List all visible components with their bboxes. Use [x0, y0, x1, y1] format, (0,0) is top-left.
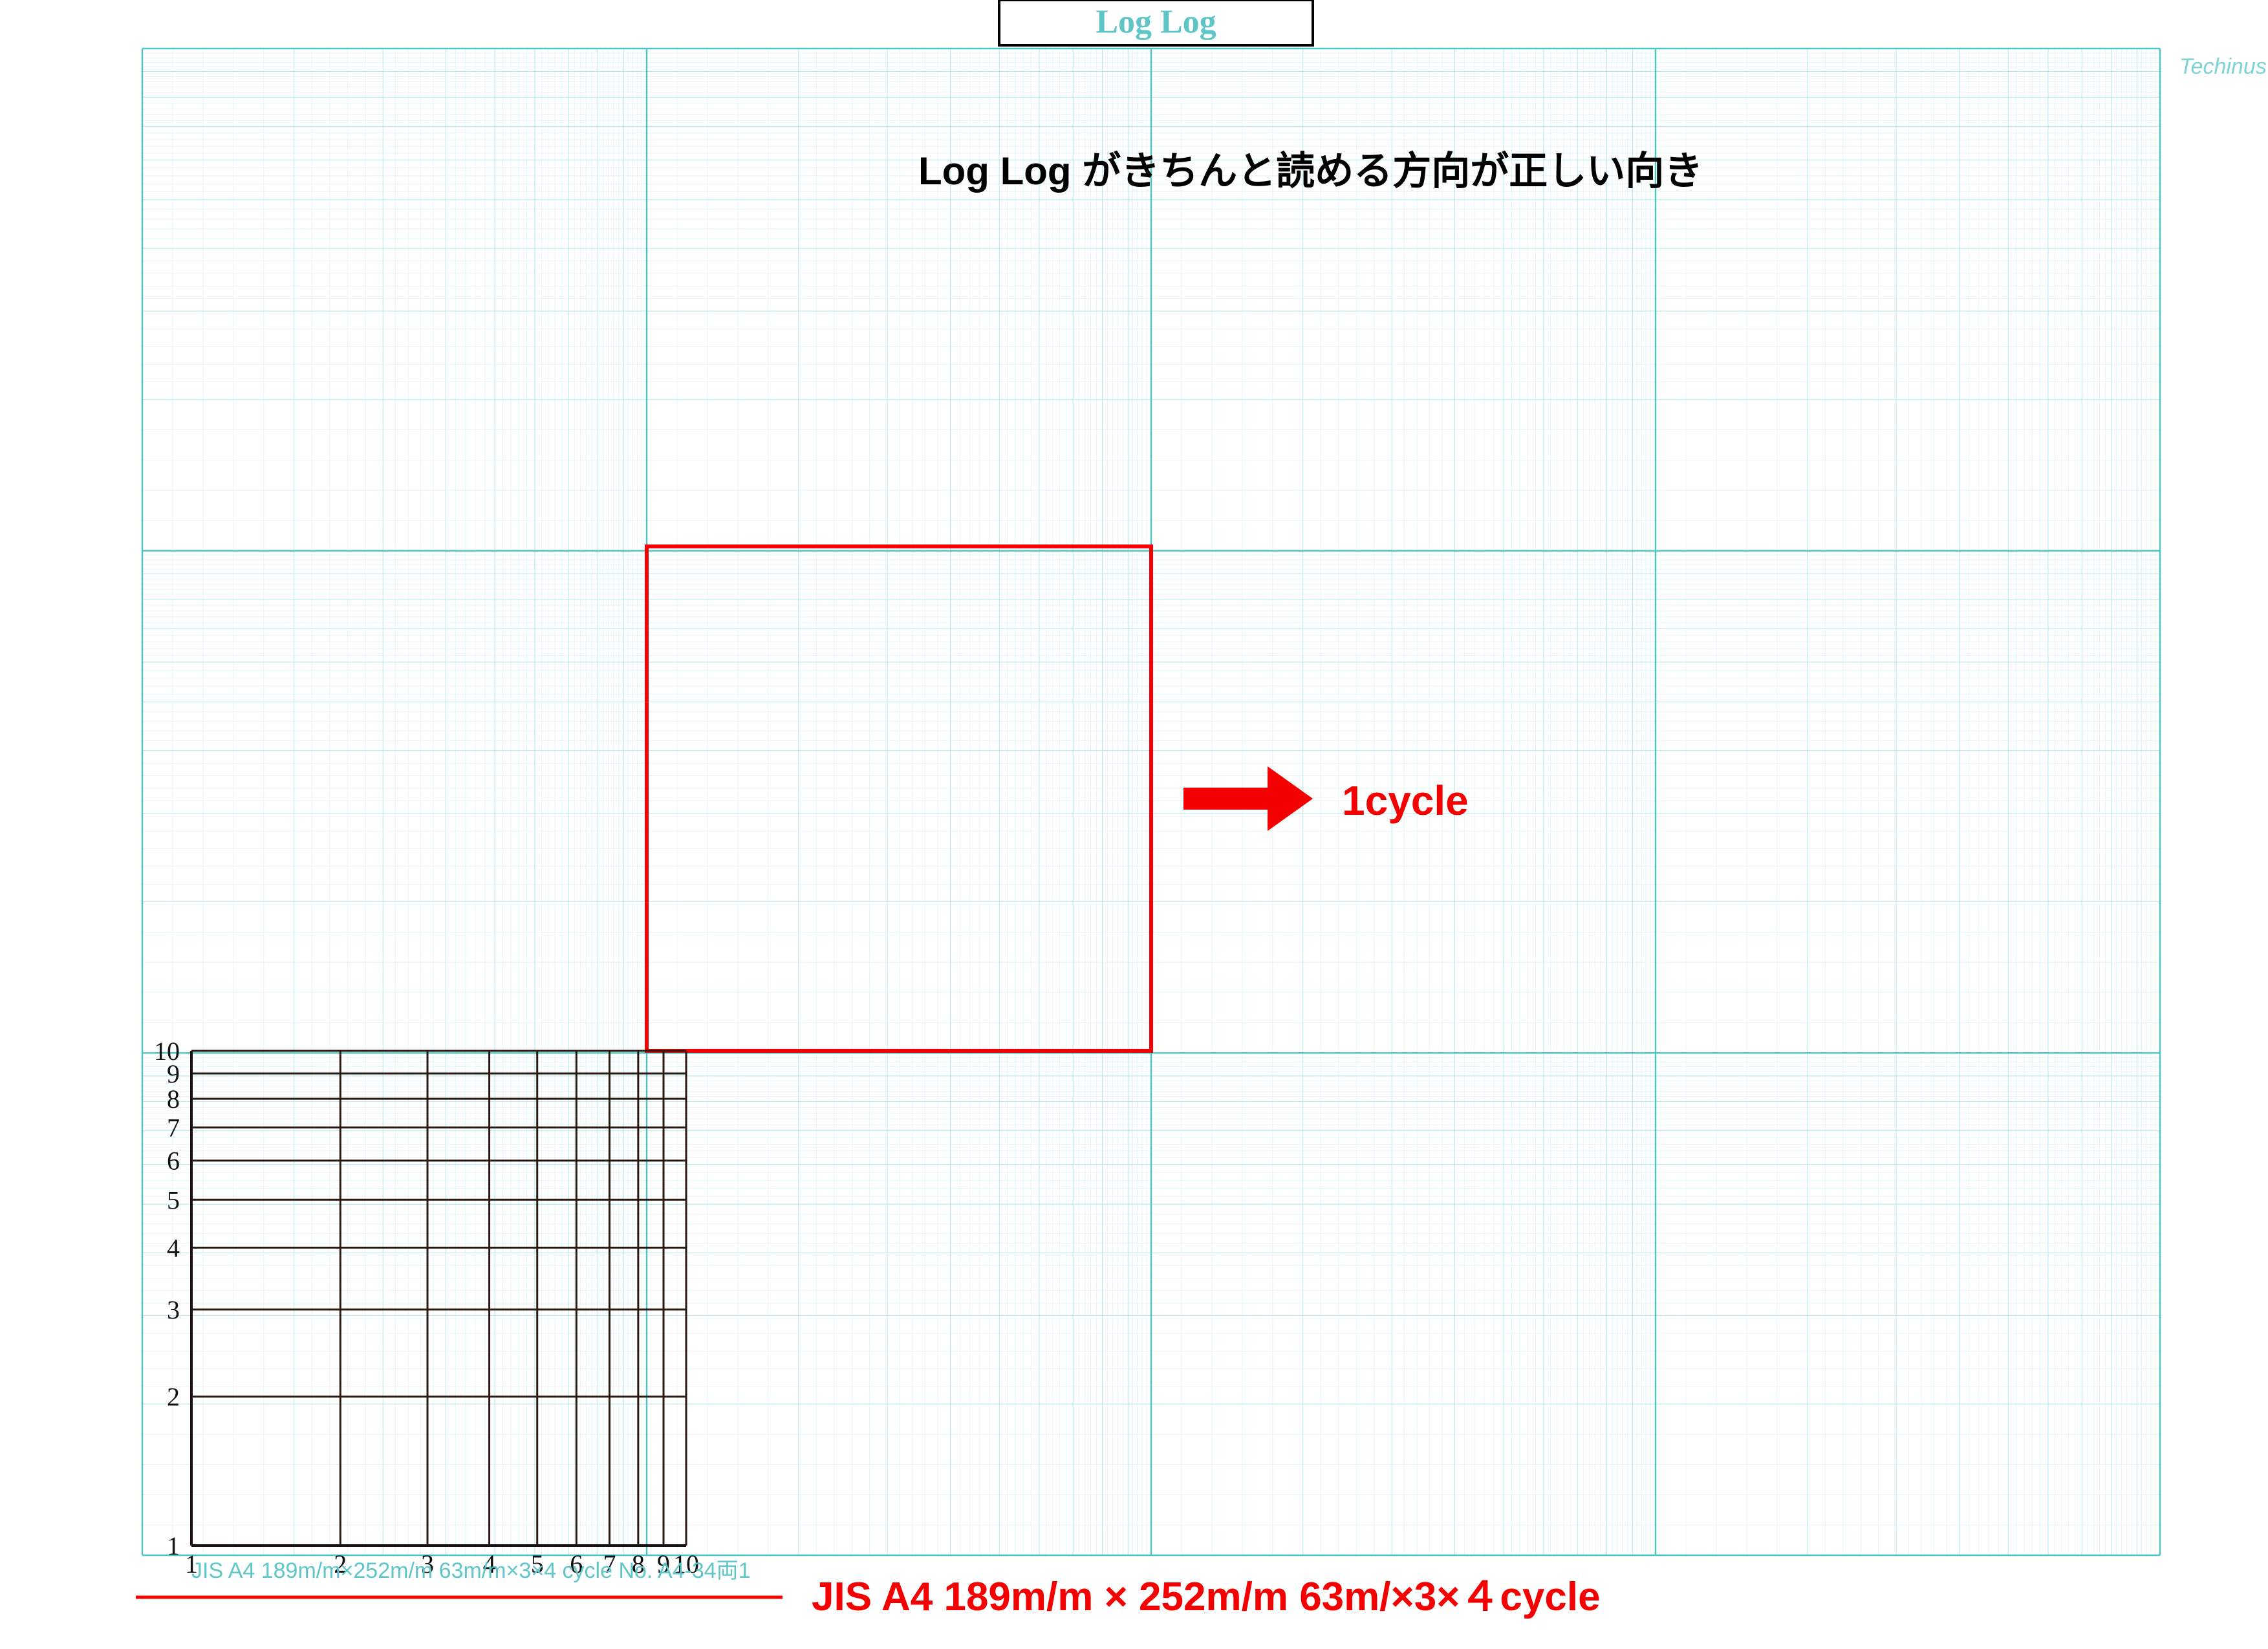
- brand-mark: Techinus: [2179, 54, 2267, 79]
- footer-spec-annotation: JIS A4 189m/m × 252m/m 63m/×3×４cycle: [812, 1575, 1601, 1619]
- hand-grid-y-tick: 10: [154, 1037, 180, 1066]
- hand-grid-y-tick: 2: [167, 1383, 180, 1412]
- hand-grid-y-tick: 7: [167, 1114, 180, 1143]
- hand-grid-y-tick: 8: [167, 1084, 180, 1114]
- hand-grid-y-tick: 6: [167, 1147, 180, 1176]
- orientation-instruction-text: Log Log がきちんと読める方向が正しい向き: [918, 149, 1703, 193]
- hand-grid-y-tick: 5: [167, 1185, 180, 1214]
- header-log-log-box: Log Log: [999, 0, 1313, 45]
- header-log-log-text: Log Log: [1096, 3, 1216, 40]
- hand-grid-y-tick: 3: [167, 1295, 180, 1324]
- footer-printed-spec: JIS A4 189m/m×252m/m 63m/m×3×4 cycle No.…: [191, 1558, 751, 1583]
- cycle-arrow-label: 1cycle: [1342, 777, 1469, 824]
- hand-grid-y-tick: 1: [167, 1531, 180, 1560]
- hand-grid-y-tick: 4: [167, 1233, 180, 1262]
